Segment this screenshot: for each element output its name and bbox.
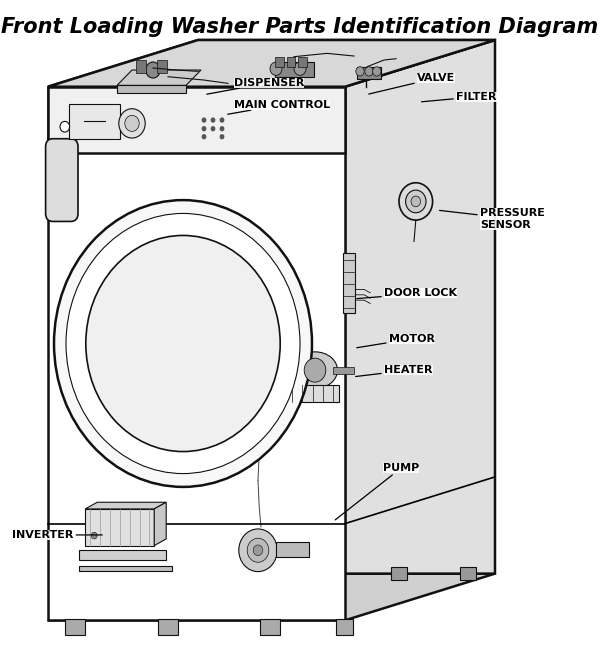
Polygon shape <box>154 502 166 546</box>
Bar <box>287 57 295 67</box>
Circle shape <box>146 62 160 78</box>
Circle shape <box>86 235 280 452</box>
Bar <box>260 619 280 635</box>
Circle shape <box>60 121 70 132</box>
Circle shape <box>356 67 364 76</box>
Text: MOTOR: MOTOR <box>357 334 435 348</box>
Polygon shape <box>48 87 345 153</box>
Circle shape <box>220 117 224 123</box>
Bar <box>276 385 339 402</box>
Circle shape <box>365 67 373 76</box>
Circle shape <box>220 126 224 131</box>
Polygon shape <box>48 40 495 87</box>
Circle shape <box>247 538 269 562</box>
FancyBboxPatch shape <box>46 139 78 221</box>
Bar <box>79 566 172 571</box>
Bar <box>343 253 355 313</box>
Bar <box>158 619 178 635</box>
Polygon shape <box>48 40 495 87</box>
Text: HEATER: HEATER <box>356 366 433 377</box>
Text: DOOR LOCK: DOOR LOCK <box>357 289 457 299</box>
Circle shape <box>304 358 326 382</box>
Bar <box>276 542 309 557</box>
Polygon shape <box>117 70 201 85</box>
Text: FILTER: FILTER <box>422 92 497 102</box>
Polygon shape <box>85 502 166 509</box>
Text: Front Loading Washer Parts Identification Diagram: Front Loading Washer Parts Identificatio… <box>1 17 599 37</box>
Circle shape <box>211 117 215 123</box>
Circle shape <box>211 126 215 131</box>
Text: PRESSURE
SENSOR: PRESSURE SENSOR <box>440 208 545 229</box>
Circle shape <box>119 109 145 138</box>
Circle shape <box>54 200 312 487</box>
Bar <box>298 57 307 67</box>
Circle shape <box>253 545 263 556</box>
Circle shape <box>270 62 282 75</box>
Text: PUMP: PUMP <box>335 464 419 520</box>
Circle shape <box>66 213 300 474</box>
Circle shape <box>294 62 306 75</box>
Bar <box>275 57 284 67</box>
Polygon shape <box>85 509 154 546</box>
Circle shape <box>239 529 277 572</box>
Circle shape <box>91 532 97 539</box>
Text: DISPENSER: DISPENSER <box>207 78 304 94</box>
Circle shape <box>373 67 381 76</box>
Circle shape <box>411 196 421 207</box>
Text: VALVE: VALVE <box>369 73 455 94</box>
Polygon shape <box>117 85 186 93</box>
Circle shape <box>202 117 206 123</box>
Bar <box>336 619 353 635</box>
Circle shape <box>399 183 433 220</box>
Bar <box>357 67 381 79</box>
Bar <box>79 550 166 560</box>
Bar <box>157 60 167 73</box>
Bar <box>460 567 476 580</box>
Bar <box>136 60 146 73</box>
Polygon shape <box>345 40 495 574</box>
Bar <box>69 104 120 139</box>
Bar <box>391 567 407 580</box>
Text: MAIN CONTROL: MAIN CONTROL <box>228 100 330 114</box>
Polygon shape <box>48 87 345 620</box>
Ellipse shape <box>293 352 337 388</box>
Bar <box>65 619 85 635</box>
Circle shape <box>406 190 426 213</box>
Circle shape <box>220 134 224 139</box>
Circle shape <box>125 115 139 131</box>
Bar <box>275 62 314 77</box>
Polygon shape <box>48 574 495 620</box>
Circle shape <box>202 134 206 139</box>
Text: INVERTER: INVERTER <box>12 530 102 540</box>
Circle shape <box>202 126 206 131</box>
Bar <box>333 367 354 374</box>
